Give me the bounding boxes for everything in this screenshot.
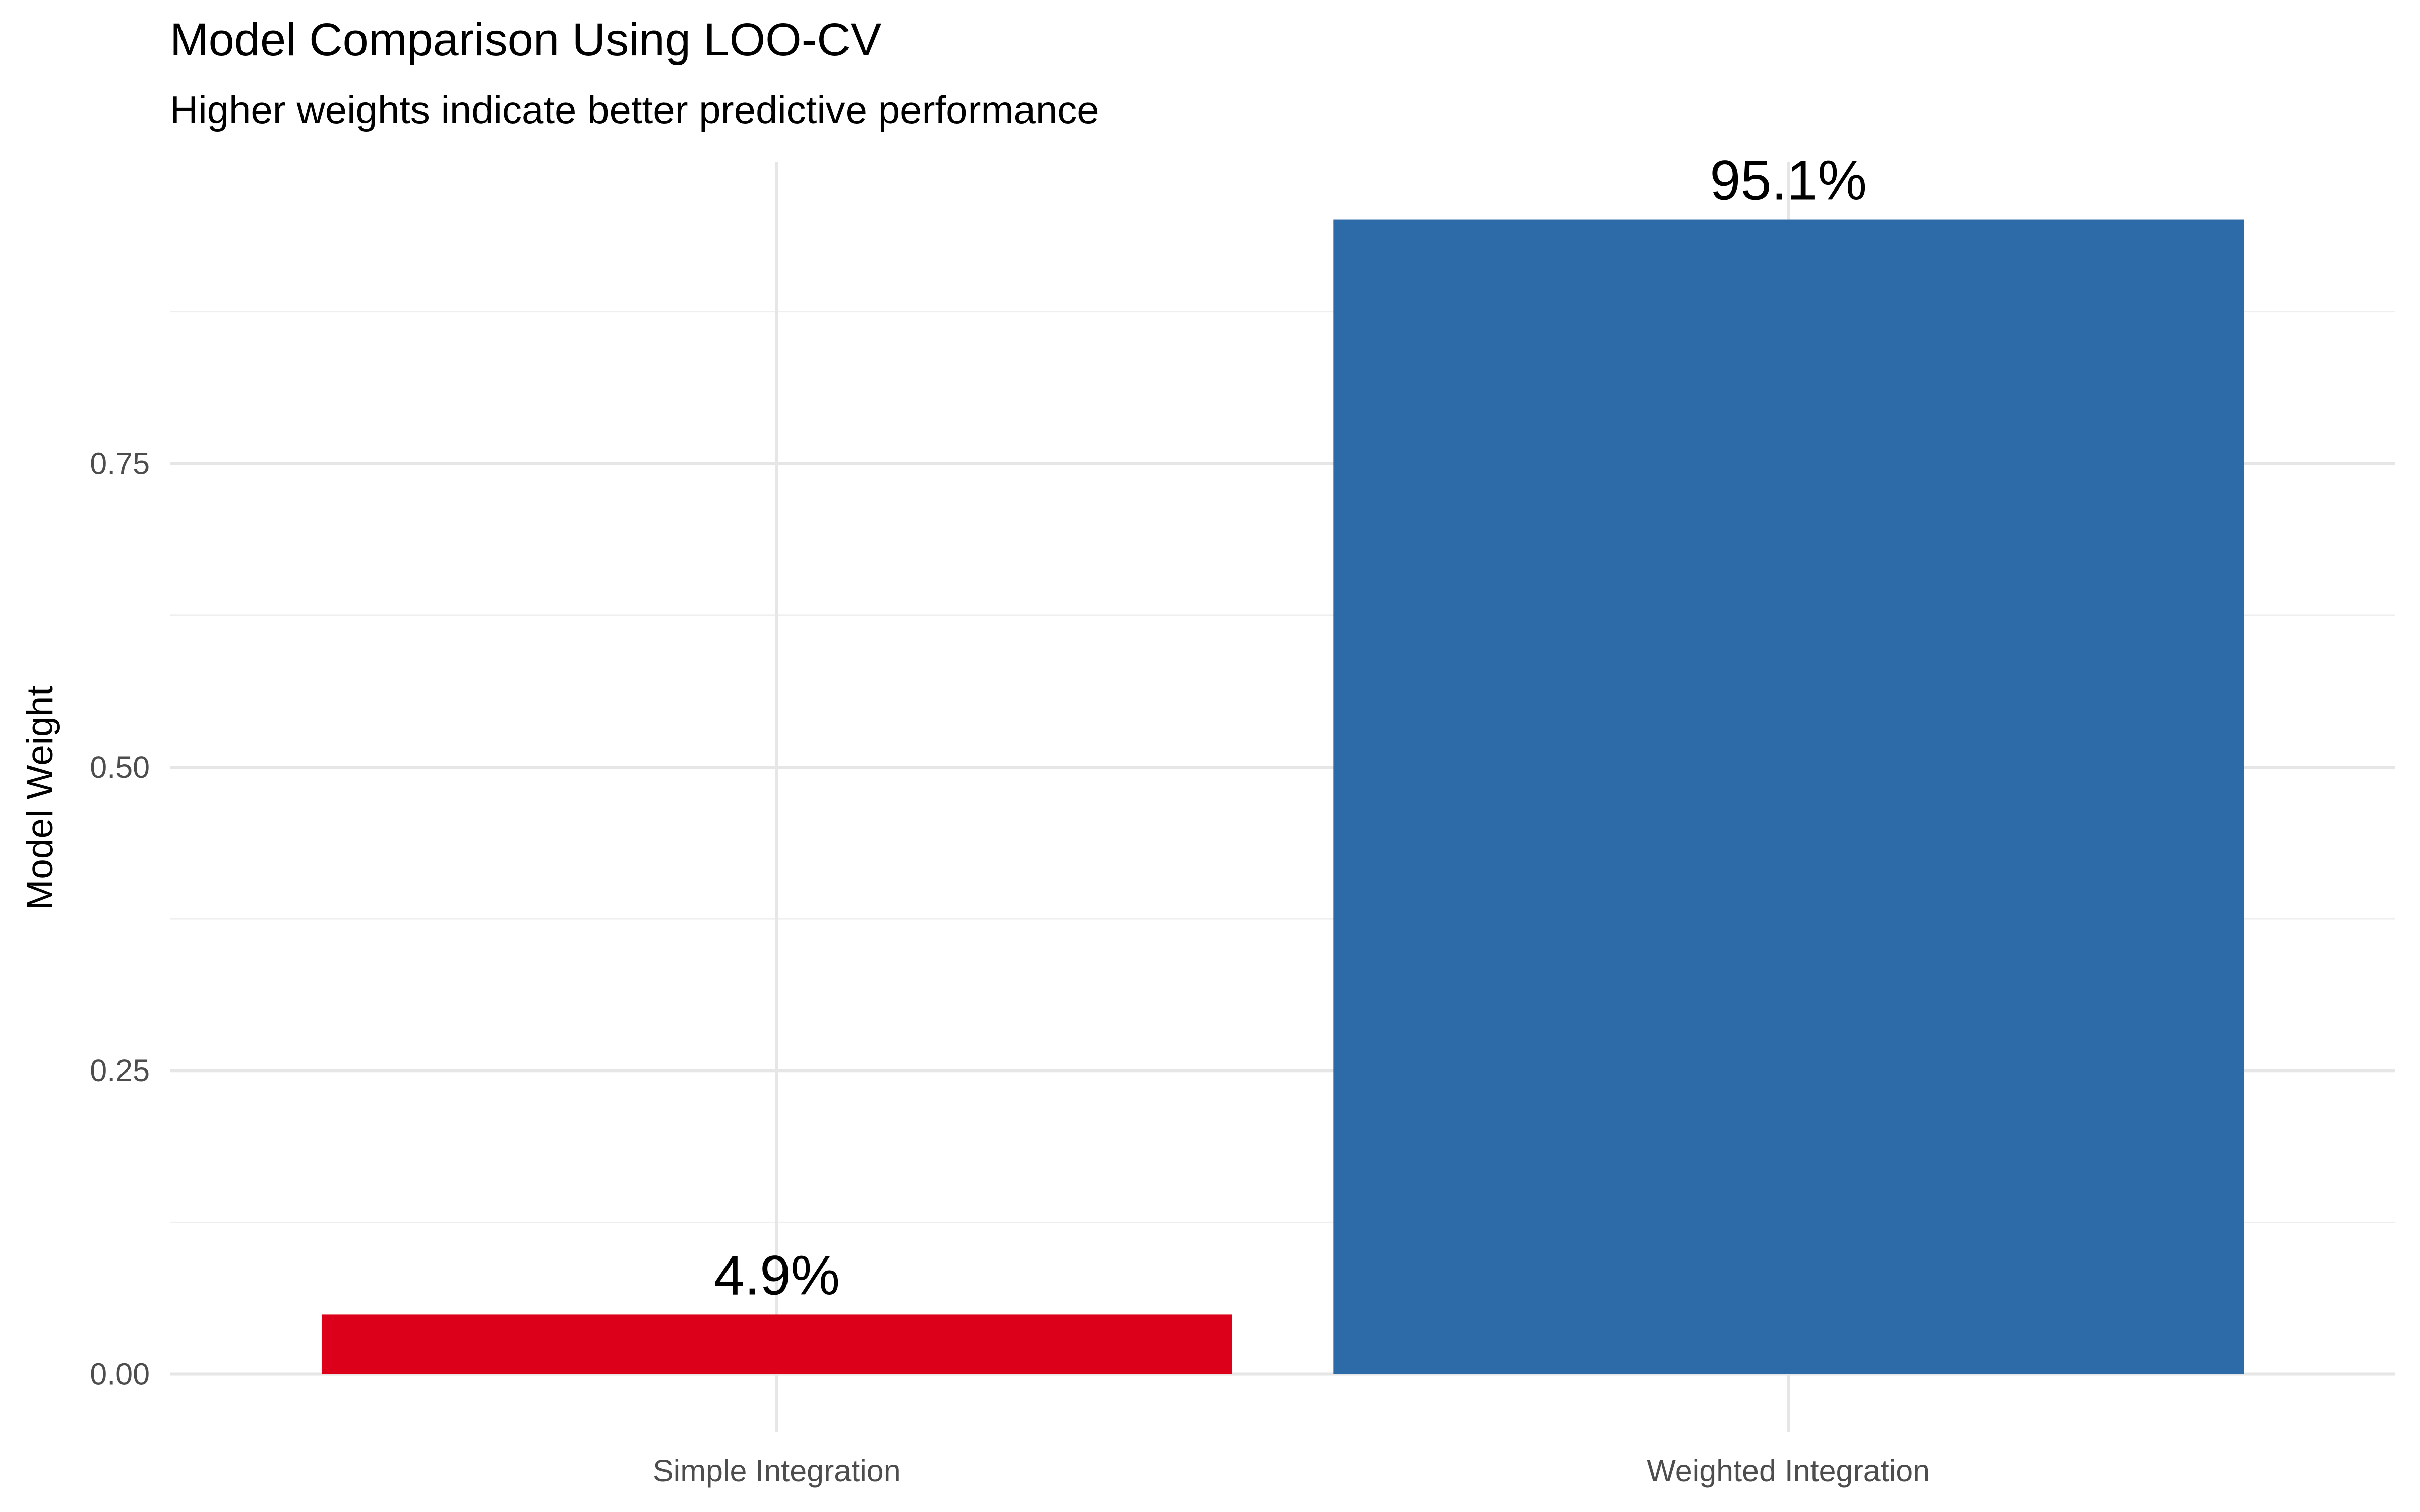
chart-subtitle: Higher weights indicate better predictiv…	[170, 88, 1099, 132]
value-label: 95.1%	[1710, 150, 1867, 212]
bar	[1333, 219, 2244, 1374]
y-tick-label: 0.75	[90, 447, 150, 481]
y-axis-title: Model Weight	[20, 686, 60, 910]
y-tick-label: 0.25	[90, 1053, 150, 1088]
chart-title: Model Comparison Using LOO-CV	[170, 14, 881, 66]
y-tick-label: 0.50	[90, 750, 150, 784]
bar	[321, 1314, 1232, 1374]
y-tick-label: 0.00	[90, 1357, 150, 1391]
x-tick-label: Simple Integration	[653, 1454, 901, 1488]
value-label: 4.9%	[713, 1244, 840, 1306]
x-tick-label: Weighted Integration	[1647, 1454, 1930, 1488]
